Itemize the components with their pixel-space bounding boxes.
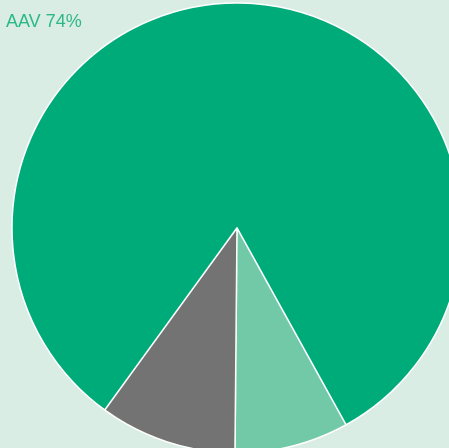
pie-slice [103, 227, 238, 448]
slice-label: AAV 74% [6, 11, 82, 31]
pie-slice [234, 227, 347, 448]
slices [11, 2, 449, 448]
pie-slice [11, 2, 449, 426]
